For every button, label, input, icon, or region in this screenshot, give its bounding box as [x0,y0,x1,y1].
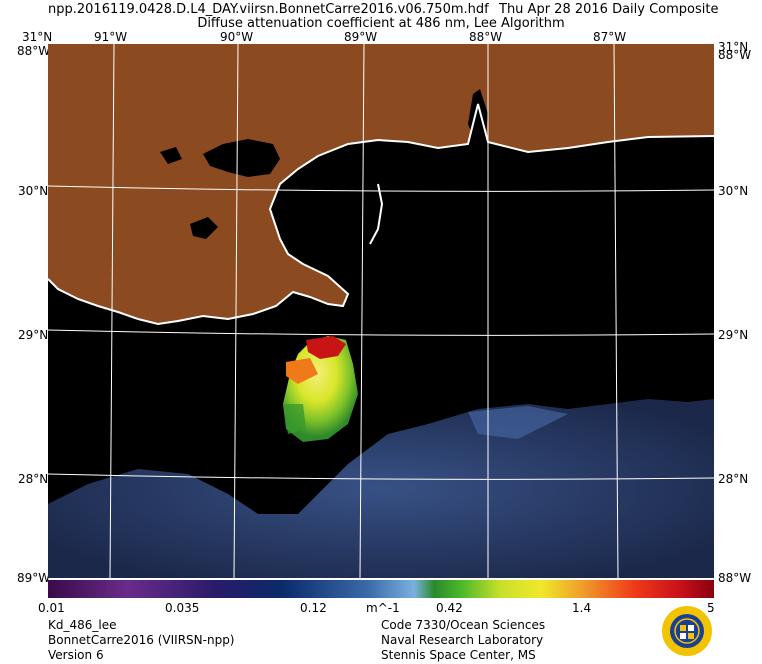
map-subtitle: Diffuse attenuation coefficient at 486 n… [197,16,565,31]
colorbar-units: m^-1 [366,601,400,615]
nrl-seal-graphic [674,618,700,644]
lat-label-28n-right: 28°N [718,472,749,486]
footer-region: BonnetCarre2016 (VIIRSN-npp) [48,633,235,647]
lon-label-88w: 88°W [469,30,503,44]
footer-product: Kd_486_lee [48,618,117,632]
colorbar-tick-0-12: 0.12 [300,601,327,615]
graticule [48,44,714,578]
corner-label-top-left: 31°N [22,30,53,44]
colorbar-tick-0-01: 0.01 [38,601,65,615]
footer-code: Code 7330/Ocean Sciences [381,618,546,632]
lat-label-29n-left: 29°N [18,328,49,342]
lake-pontchartrain [203,139,280,177]
colorbar [48,580,714,598]
file-name: npp.2016119.0428.D.L4_DAY.viirsn.BonnetC… [48,2,489,17]
lat-label-30n-left: 30°N [18,184,49,198]
composite-date: Thu Apr 28 2016 Daily Composite [499,2,719,17]
coastline [48,103,714,326]
chandeleur-islands [369,183,384,245]
footer-version: Version 6 [48,648,104,662]
satellite-map [48,44,714,578]
lat-label-28n-left: 28°N [18,472,49,486]
lake-maurepas [160,147,182,164]
plume-orange-band [286,358,318,384]
colorbar-tick-0-42: 0.42 [436,601,463,615]
offshore-water-speckle [468,406,568,439]
corner-label-bottom-left: 89°W [17,571,51,585]
lon-label-89w: 89°W [344,30,378,44]
lon-label-87w: 87°W [593,30,627,44]
footer-location: Stennis Space Center, MS [381,648,536,662]
corner-label-top-right-side: 88°W [718,48,752,62]
footer-lab: Naval Research Laboratory [381,633,544,647]
lat-label-30n-right: 30°N [718,184,749,198]
offshore-water-area [48,399,714,578]
nrl-seal-center [670,614,704,648]
lon-label-90w: 90°W [220,30,254,44]
lat-label-29n-right: 29°N [718,328,749,342]
plume-red-core [306,336,346,359]
plume-green-fringe [283,404,306,434]
land-mass [48,44,714,324]
colorbar-tick-1-4: 1.4 [572,601,592,615]
map-svg [48,44,714,578]
corner-label-top-right: 31°N [718,40,749,54]
corner-label-bottom-right: 88°W [718,571,752,585]
lon-label-91w: 91°W [94,30,128,44]
corner-label-top-left-side: 88°W [17,44,51,58]
lake-salvador [190,217,218,239]
colorbar-tick-0-035: 0.035 [165,601,200,615]
bay-mobile [468,89,488,144]
nrl-seal-icon [662,606,712,656]
colorbar-tick-5: 5 [707,601,715,615]
